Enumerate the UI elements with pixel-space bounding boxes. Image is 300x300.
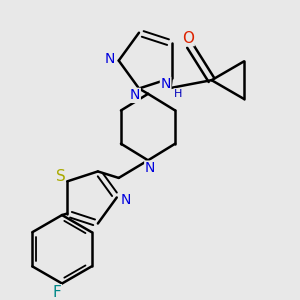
Text: O: O — [182, 31, 194, 46]
Text: S: S — [56, 169, 65, 184]
Text: N: N — [145, 161, 155, 175]
Text: N: N — [130, 88, 140, 102]
Text: N: N — [120, 194, 131, 207]
Text: F: F — [53, 285, 62, 300]
Text: N: N — [105, 52, 115, 66]
Text: N: N — [160, 77, 171, 91]
Text: H: H — [174, 89, 182, 99]
